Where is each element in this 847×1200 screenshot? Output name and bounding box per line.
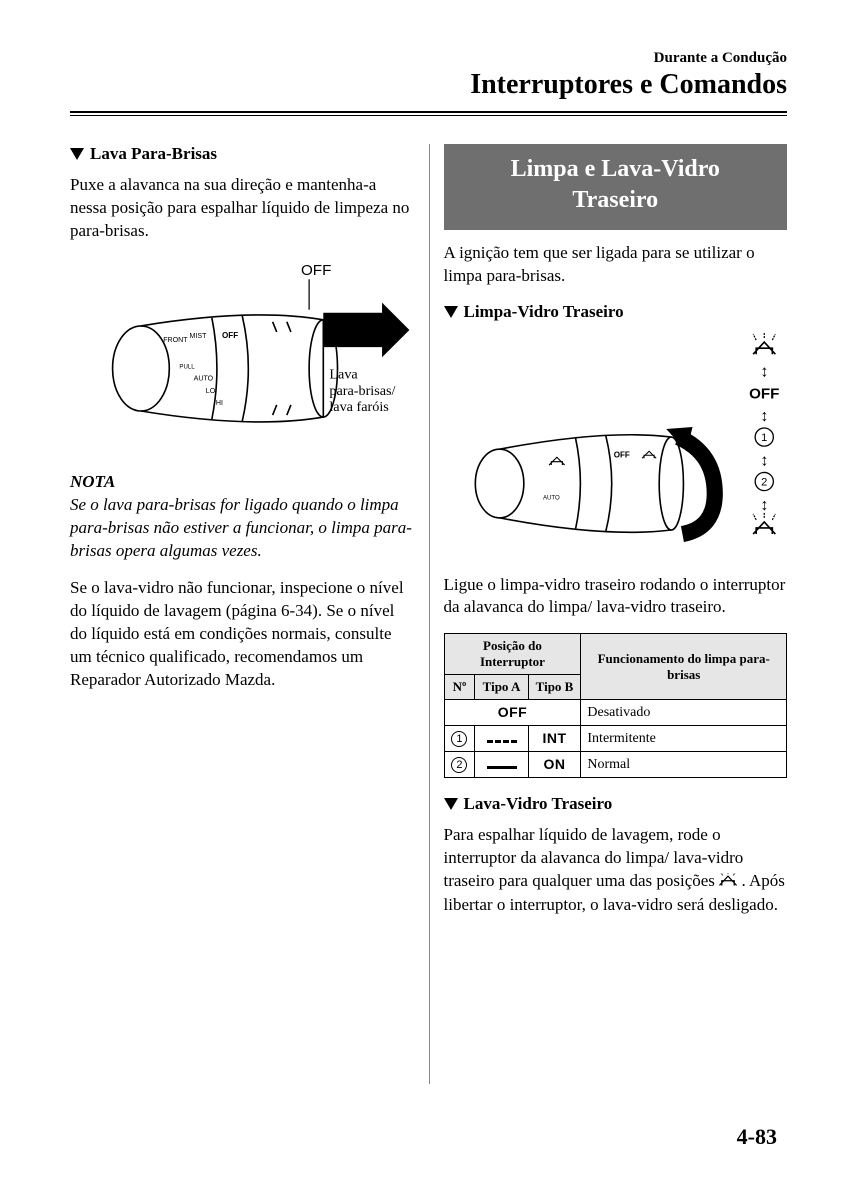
text-run: Para espalhar líquido de lavagem, rode o…: [444, 825, 744, 890]
table-row: 1 INT Intermitente: [444, 726, 787, 752]
section-title: Interruptores e Comandos: [70, 69, 787, 101]
switch-position-table: Posição do Interruptor Funcionamento do …: [444, 633, 788, 778]
svg-text:PULL: PULL: [179, 364, 195, 370]
svg-text:Lava: Lava: [329, 366, 358, 382]
cell-off: OFF: [498, 704, 528, 720]
svg-text:↕: ↕: [760, 407, 768, 425]
rule-thin: [70, 115, 787, 116]
box-title-line2: Traseiro: [572, 187, 658, 213]
box-title-line1: Limpa e Lava-Vidro: [511, 156, 720, 182]
svg-text:2: 2: [761, 477, 767, 489]
paragraph: Para espalhar líquido de lavagem, rode o…: [444, 824, 788, 916]
th-function: Funcionamento do limpa para-brisas: [581, 634, 787, 700]
th-tipo-b: Tipo B: [528, 675, 581, 700]
subheading-limpa-vidro: Limpa-Vidro Traseiro: [444, 302, 788, 322]
paragraph: A ignição tem que ser ligada para se uti…: [444, 242, 788, 288]
svg-text:↕: ↕: [760, 496, 768, 514]
paragraph: Ligue o limpa-vidro traseiro rodando o i…: [444, 574, 788, 620]
cell-int: INT: [542, 730, 566, 746]
svg-text:1: 1: [761, 432, 767, 444]
chapter-label: Durante a Condução: [70, 50, 787, 67]
figure-stalk-rear: OFF AUTO ↕ OFF ↕ 1: [444, 332, 788, 559]
triangle-icon: [70, 148, 84, 160]
paragraph: Puxe a alavanca na sua direção e mantenh…: [70, 174, 415, 243]
svg-text:AUTO: AUTO: [194, 374, 214, 382]
svg-text:lava faróis: lava faróis: [329, 399, 388, 415]
svg-text:para-brisas/: para-brisas/: [329, 383, 395, 399]
subheading-lava-parabrisas: Lava Para-Brisas: [70, 144, 415, 164]
num-1-icon: 1: [451, 731, 467, 747]
note-heading: NOTA: [70, 472, 415, 492]
note-text: Se o lava para-brisas for ligado quando …: [70, 494, 415, 563]
subheading-lava-vidro: Lava-Vidro Traseiro: [444, 794, 788, 814]
solid-line-icon: [487, 766, 517, 769]
num-2-icon: 2: [451, 757, 467, 773]
th-tipo-a: Tipo A: [475, 675, 528, 700]
svg-text:OFF: OFF: [613, 451, 629, 460]
svg-text:LO: LO: [206, 387, 216, 395]
right-column: Limpa e Lava-Vidro Traseiro A ignição te…: [429, 144, 788, 1084]
svg-text:↕: ↕: [760, 452, 768, 470]
cell-desc: Intermitente: [581, 726, 787, 752]
rule-thick: [70, 111, 787, 113]
svg-text:OFF: OFF: [749, 386, 779, 403]
th-no: Nº: [444, 675, 475, 700]
page-header: Durante a Condução Interruptores e Coman…: [70, 50, 787, 101]
svg-text:OFF: OFF: [222, 331, 238, 340]
svg-text:HI: HI: [216, 399, 223, 407]
table-row: 2 ON Normal: [444, 752, 787, 778]
subheading-text: Limpa-Vidro Traseiro: [464, 302, 624, 322]
dashed-line-icon: [487, 740, 517, 743]
label-off: OFF: [301, 262, 331, 279]
two-column-layout: Lava Para-Brisas Puxe a alavanca na sua …: [70, 144, 787, 1084]
callout-box-title: Limpa e Lava-Vidro Traseiro: [444, 144, 788, 230]
cell-desc: Desativado: [581, 700, 787, 726]
th-position: Posição do Interruptor: [444, 634, 581, 675]
triangle-icon: [444, 798, 458, 810]
cell-desc: Normal: [581, 752, 787, 778]
cell-on: ON: [544, 756, 566, 772]
paragraph: Se o lava-vidro não funcionar, inspecion…: [70, 577, 415, 692]
table-row: OFF Desativado: [444, 700, 787, 726]
subheading-text: Lava-Vidro Traseiro: [464, 794, 613, 814]
svg-text:AUTO: AUTO: [543, 496, 560, 502]
svg-text:MIST: MIST: [190, 332, 208, 340]
svg-text:↕: ↕: [760, 363, 768, 381]
page-number: 4-83: [737, 1124, 777, 1150]
subheading-text: Lava Para-Brisas: [90, 144, 217, 164]
svg-text:FRONT: FRONT: [163, 336, 188, 344]
figure-stalk-front: OFF: [70, 257, 415, 455]
triangle-icon: [444, 306, 458, 318]
washer-icon: [719, 871, 737, 894]
left-column: Lava Para-Brisas Puxe a alavanca na sua …: [70, 144, 429, 1084]
